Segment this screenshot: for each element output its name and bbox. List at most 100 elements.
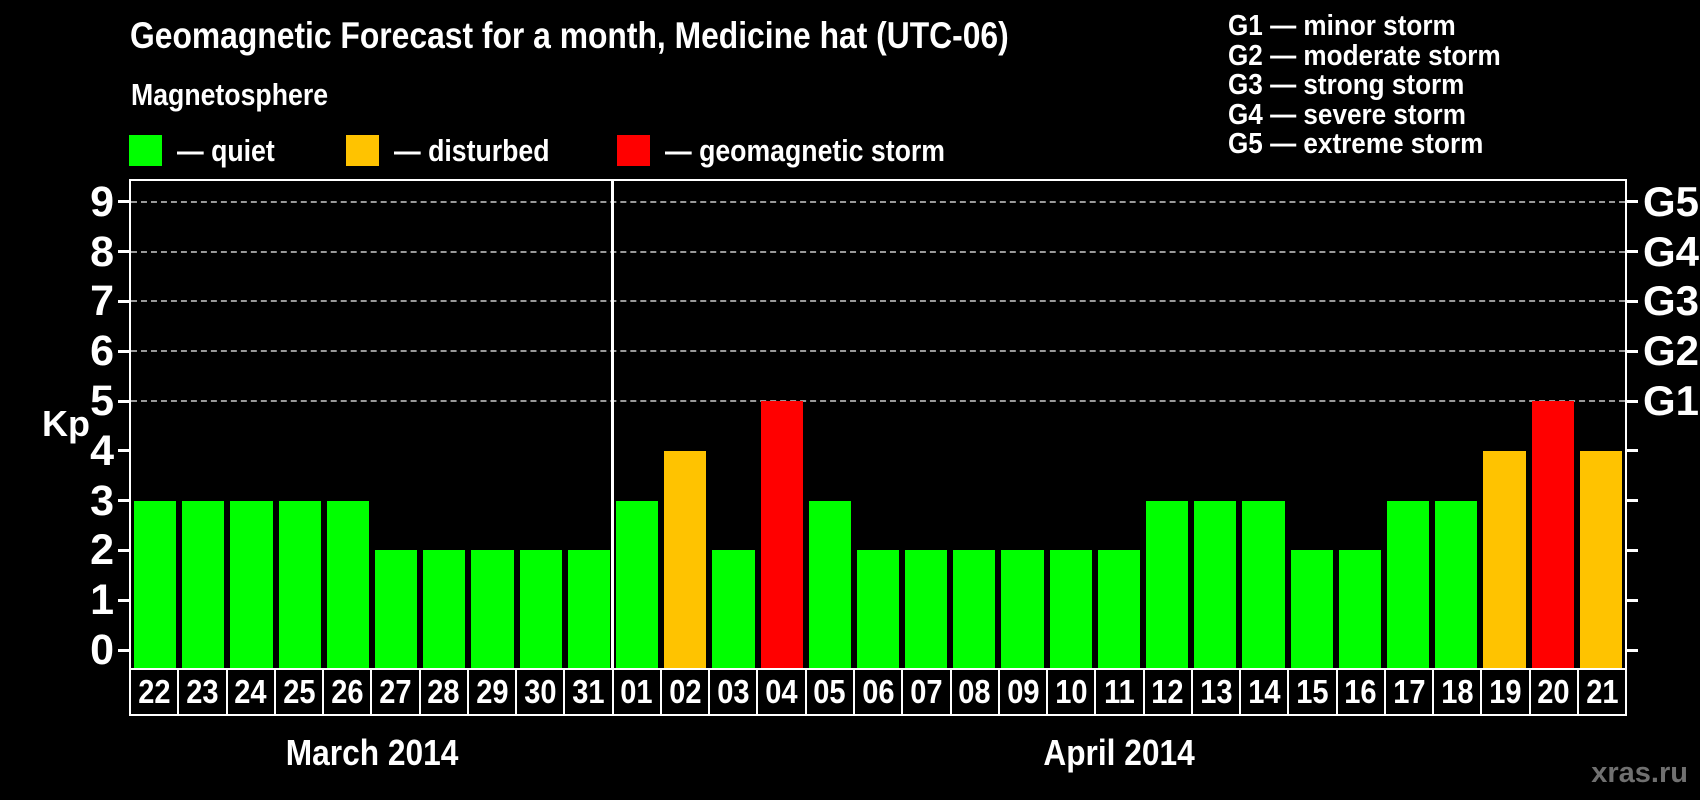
kp-bar-day-17 <box>1387 500 1430 668</box>
kp-bar-day-20 <box>1531 401 1574 668</box>
day-label-cell: 08 <box>949 668 1000 716</box>
kp-bar-day-07 <box>905 550 948 668</box>
day-label-cell: 05 <box>804 668 855 716</box>
legend-item-text: — quiet <box>177 133 275 168</box>
kp-bar-day-14 <box>1242 500 1285 668</box>
day-label-cell: 15 <box>1287 668 1338 716</box>
day-label-cell: 09 <box>997 668 1049 716</box>
kp-bar-day-18 <box>1435 500 1478 668</box>
kp-bar-day-15 <box>1290 550 1333 668</box>
g-scale-legend: G1 — minor storm G2 — moderate storm G3 — … <box>1228 10 1531 160</box>
day-label-cell: 17 <box>1383 668 1435 716</box>
day-label-cell: 30 <box>515 668 566 716</box>
day-label-cell: 24 <box>225 668 276 716</box>
g-scale-legend-text: G5 — extreme storm <box>1228 128 1484 160</box>
plot-area <box>129 179 1627 668</box>
day-label: 23 <box>186 673 219 710</box>
day-label-cell: 03 <box>708 668 759 716</box>
day-label-cell: 12 <box>1142 668 1193 716</box>
kp-bar-day-03 <box>712 550 755 668</box>
day-label: 08 <box>958 673 991 710</box>
kp-bar-day-05 <box>808 500 851 668</box>
right-axis-label-G2: G2 <box>1643 327 1700 375</box>
right-axis-tick <box>1627 598 1638 602</box>
right-axis-tick <box>1627 250 1638 254</box>
day-label-cell: 16 <box>1335 668 1386 716</box>
y-axis-tick <box>118 200 131 204</box>
kp-bar-day-31 <box>567 550 610 668</box>
right-axis-tick <box>1627 399 1638 403</box>
day-label-cell: 18 <box>1432 668 1483 716</box>
y-axis-tick <box>118 399 131 403</box>
y-axis-tick-label: 4 <box>90 426 114 475</box>
kp-bar-day-09 <box>1001 550 1044 668</box>
gridline-kp7 <box>131 300 1625 303</box>
kp-bar-day-02 <box>664 450 707 668</box>
kp-bar-day-28 <box>423 550 466 668</box>
day-label-cell: 26 <box>322 668 373 716</box>
gridline-kp9 <box>131 200 1625 203</box>
legend-item-label: — geomagnetic storm <box>665 135 991 166</box>
kp-bar-day-16 <box>1338 550 1382 668</box>
g-scale-legend-text: G1 — minor storm <box>1228 10 1456 42</box>
day-label: 21 <box>1585 673 1619 710</box>
chart-title-text: Geomagnetic Forecast for a month, Medici… <box>130 15 1009 56</box>
day-label: 24 <box>234 673 267 710</box>
right-axis-tick <box>1627 349 1638 353</box>
g-scale-legend-text: G4 — severe storm <box>1228 98 1466 131</box>
kp-bar-day-12 <box>1146 500 1189 668</box>
kp-bar-day-08 <box>953 550 996 668</box>
day-label: 27 <box>379 673 412 710</box>
y-axis-tick <box>118 648 131 652</box>
kp-bar-day-21 <box>1579 450 1622 668</box>
y-axis-tick <box>118 548 131 552</box>
day-label: 05 <box>813 673 846 710</box>
kp-bar-day-22 <box>134 500 177 668</box>
chart-subtitle: Magnetosphere <box>131 78 360 112</box>
day-label: 03 <box>717 673 750 710</box>
day-label-cell: 13 <box>1190 668 1242 716</box>
kp-bar-day-24 <box>230 500 273 668</box>
kp-bar-day-04 <box>760 401 803 668</box>
day-label: 09 <box>1006 673 1040 710</box>
day-label-cell: 29 <box>466 668 518 716</box>
legend-item-label: — disturbed <box>394 135 575 166</box>
legend-item-text: — geomagnetic storm <box>665 133 945 168</box>
month-label: April 2014 <box>919 733 1319 773</box>
day-label: 26 <box>331 673 364 710</box>
day-label: 22 <box>137 673 171 710</box>
disturbed-color-swatch <box>346 135 379 166</box>
day-label: 16 <box>1344 673 1377 710</box>
right-axis-tick <box>1627 449 1638 453</box>
legend-item-label: — quiet <box>177 135 291 166</box>
day-label: 07 <box>910 673 943 710</box>
y-axis-tick-label: 3 <box>90 476 114 525</box>
y-axis-tick <box>118 499 131 503</box>
right-axis-tick <box>1627 299 1638 303</box>
day-label-cell: 07 <box>901 668 952 716</box>
day-label: 06 <box>861 673 895 710</box>
month-separator <box>611 181 615 668</box>
legend-item-text: — disturbed <box>394 133 550 168</box>
day-label: 01 <box>620 673 653 710</box>
y-axis-title: Kp <box>42 403 90 444</box>
chart-title: Geomagnetic Forecast for a month, Medici… <box>130 16 1152 56</box>
y-axis-tick-label: 1 <box>90 576 114 625</box>
g-scale-legend-line: G4 — severe storm <box>1228 98 1531 131</box>
chart-subtitle-text: Magnetosphere <box>131 77 329 112</box>
kp-bar-day-10 <box>1049 550 1092 668</box>
day-label: 15 <box>1296 673 1329 710</box>
day-label: 31 <box>572 673 605 710</box>
storm-color-swatch <box>617 135 650 166</box>
day-label-cell: 10 <box>1046 668 1097 716</box>
y-axis-tick <box>118 598 131 602</box>
day-label: 13 <box>1199 673 1233 710</box>
day-label-cell: 28 <box>418 668 469 716</box>
day-label: 25 <box>282 673 316 710</box>
day-label: 17 <box>1392 673 1426 710</box>
month-label-text: March 2014 <box>285 732 459 773</box>
day-label: 18 <box>1441 673 1474 710</box>
kp-bar-day-27 <box>374 550 418 668</box>
right-axis-tick <box>1627 499 1638 503</box>
day-label-cell: 22 <box>129 668 180 716</box>
